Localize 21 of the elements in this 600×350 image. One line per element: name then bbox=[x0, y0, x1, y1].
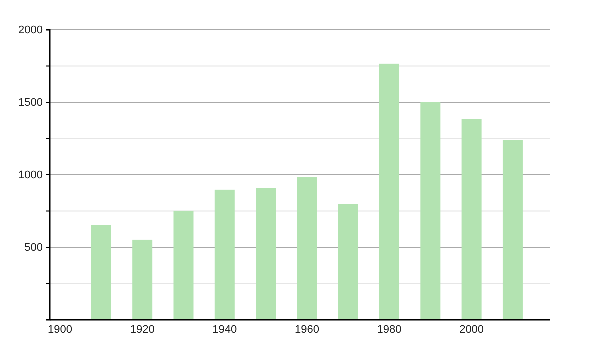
bar bbox=[420, 102, 441, 320]
bar bbox=[256, 188, 276, 320]
bar bbox=[297, 177, 318, 320]
y-tick-label: 1000 bbox=[18, 170, 43, 182]
bar bbox=[462, 119, 482, 320]
bar bbox=[380, 64, 400, 320]
bar bbox=[502, 140, 523, 320]
x-tick-label: 1960 bbox=[294, 324, 320, 336]
y-tick-label: 1500 bbox=[18, 97, 43, 110]
bar bbox=[338, 204, 358, 320]
bar bbox=[132, 240, 153, 320]
y-tick-label: 500 bbox=[24, 242, 43, 254]
x-tick-label: 1940 bbox=[212, 324, 238, 336]
x-tick-label: 2000 bbox=[460, 324, 484, 336]
bar bbox=[91, 225, 112, 320]
y-tick-label: 2000 bbox=[18, 24, 43, 37]
x-tick-label: 1900 bbox=[48, 324, 73, 336]
bar bbox=[174, 210, 194, 320]
x-tick-label: 1920 bbox=[130, 324, 155, 336]
bar bbox=[214, 190, 235, 320]
x-tick-label: 1980 bbox=[377, 324, 402, 336]
